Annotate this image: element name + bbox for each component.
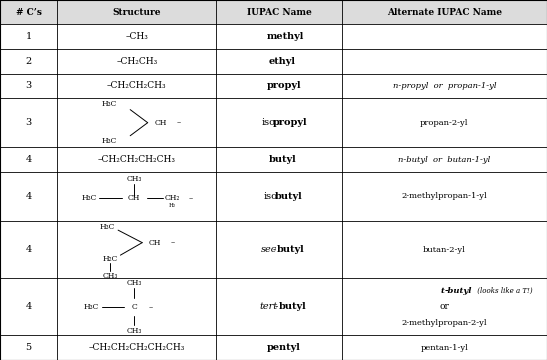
Text: sec: sec	[261, 245, 277, 254]
Text: –: –	[188, 194, 193, 202]
Text: –CH₂CH₂CH₂CH₃: –CH₂CH₂CH₂CH₃	[98, 155, 176, 164]
Text: Structure: Structure	[113, 8, 161, 17]
Text: –CH₂CH₂CH₂CH₂CH₃: –CH₂CH₂CH₂CH₂CH₃	[89, 343, 185, 352]
Text: -: -	[275, 302, 278, 311]
Text: CH: CH	[128, 194, 140, 202]
Text: # C’s: # C’s	[16, 8, 42, 17]
Text: 4: 4	[26, 245, 32, 254]
Text: 2: 2	[26, 57, 32, 66]
Text: 3: 3	[26, 81, 32, 90]
Text: CH₃: CH₃	[102, 272, 118, 280]
Text: H₃C: H₃C	[82, 194, 97, 202]
Bar	[0, 221, 547, 278]
Text: H₂C: H₂C	[102, 255, 118, 263]
Text: 1: 1	[26, 32, 32, 41]
Text: H₃C: H₃C	[100, 222, 115, 231]
Text: (looks like a T!): (looks like a T!)	[475, 287, 532, 295]
Text: iso: iso	[261, 118, 275, 127]
Text: IUPAC Name: IUPAC Name	[247, 8, 311, 17]
Text: 3: 3	[26, 118, 32, 127]
Text: CH₃: CH₃	[126, 279, 142, 287]
Text: H₂: H₂	[168, 203, 176, 208]
Text: butyl: butyl	[279, 302, 307, 311]
Text: –CH₂CH₃: –CH₂CH₃	[116, 57, 158, 66]
Bar	[0, 73, 547, 98]
Text: butyl: butyl	[269, 155, 297, 164]
Text: -: -	[273, 245, 276, 254]
Text: 2-methylpropan-2-yl: 2-methylpropan-2-yl	[401, 319, 487, 327]
Text: –CH₂CH₂CH₃: –CH₂CH₂CH₃	[107, 81, 167, 90]
Bar	[0, 336, 547, 360]
Text: iso: iso	[263, 192, 277, 201]
Text: butyl: butyl	[277, 245, 305, 254]
Text: n-butyl  or  butan-1-yl: n-butyl or butan-1-yl	[398, 156, 491, 163]
Text: methyl: methyl	[267, 32, 305, 41]
Text: propyl: propyl	[273, 118, 307, 127]
Text: or: or	[439, 302, 450, 311]
Text: -butyl: -butyl	[444, 287, 472, 295]
Text: CH₃: CH₃	[126, 327, 142, 335]
Text: pentyl: pentyl	[267, 343, 301, 352]
Text: 5: 5	[26, 343, 32, 352]
Text: H₃C: H₃C	[102, 100, 117, 108]
Text: 2-methylpropan-1-yl: 2-methylpropan-1-yl	[401, 192, 487, 200]
Text: CH: CH	[155, 119, 167, 127]
Bar	[0, 49, 547, 73]
Bar	[0, 147, 547, 172]
Text: tert: tert	[259, 302, 277, 311]
Text: –: –	[171, 239, 175, 247]
Text: butan-2-yl: butan-2-yl	[423, 246, 466, 253]
Text: 4: 4	[26, 192, 32, 201]
Text: ethyl: ethyl	[269, 57, 296, 66]
Bar	[0, 172, 547, 221]
Bar	[0, 0, 547, 24]
Text: 4: 4	[26, 155, 32, 164]
Text: n-propyl  or  propan-1-yl: n-propyl or propan-1-yl	[393, 82, 496, 90]
Text: propyl: propyl	[267, 81, 302, 90]
Text: –CH₃: –CH₃	[125, 32, 148, 41]
Bar	[0, 98, 547, 147]
Text: CH: CH	[149, 239, 161, 247]
Text: pentan-1-yl: pentan-1-yl	[421, 344, 468, 352]
Text: propan-2-yl: propan-2-yl	[420, 119, 469, 127]
Text: C: C	[131, 303, 137, 311]
Text: H₃C: H₃C	[102, 137, 117, 145]
Text: 4: 4	[26, 302, 32, 311]
Text: Alternate IUPAC Name: Alternate IUPAC Name	[387, 8, 502, 17]
Text: t: t	[440, 287, 444, 295]
Text: H₃C: H₃C	[84, 303, 100, 311]
Bar	[0, 278, 547, 336]
Bar	[0, 24, 547, 49]
Text: CH₂: CH₂	[165, 194, 180, 202]
Text: butyl: butyl	[275, 192, 303, 201]
Text: –: –	[176, 119, 181, 127]
Text: CH₃: CH₃	[126, 175, 142, 183]
Text: –: –	[149, 303, 153, 311]
